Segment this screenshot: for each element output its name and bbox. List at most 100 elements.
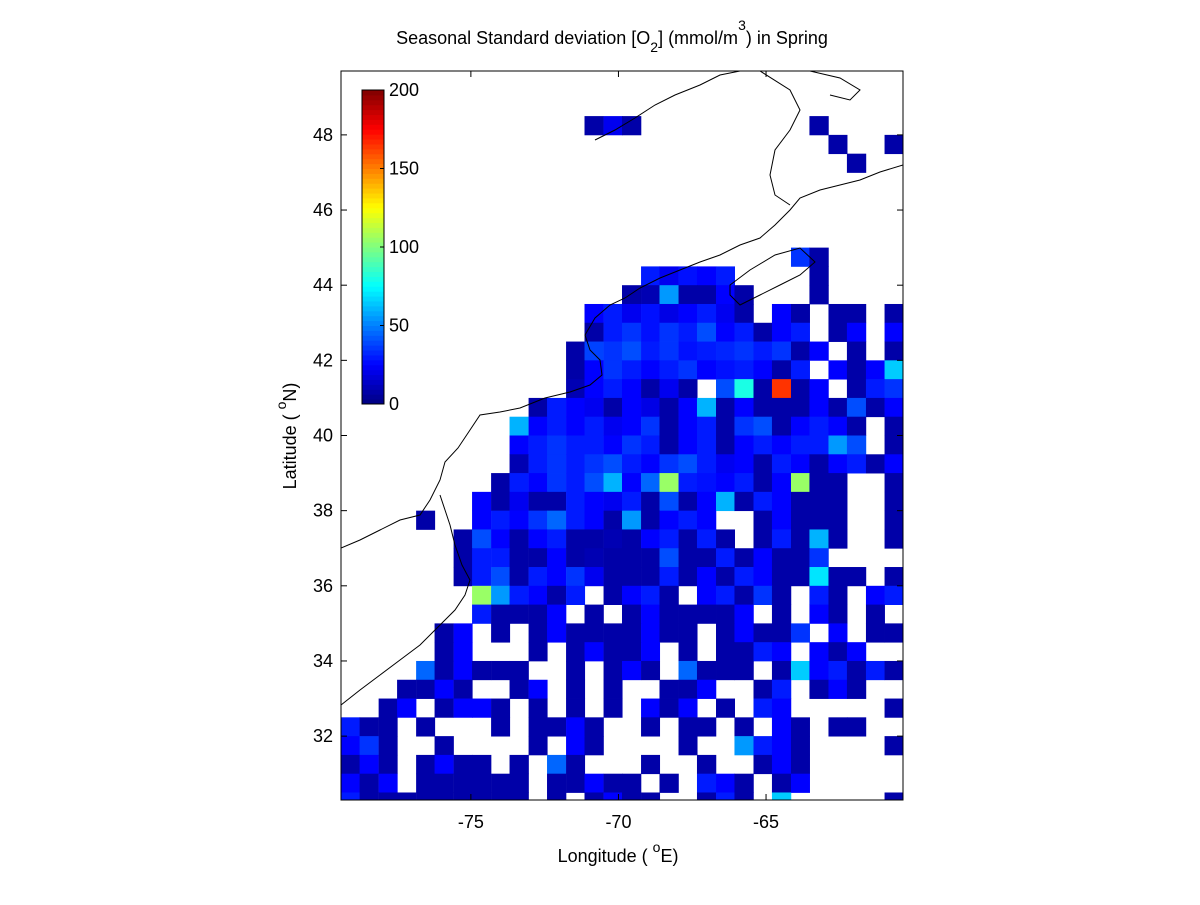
colorbar-swatch xyxy=(362,310,384,317)
cell xyxy=(809,529,829,549)
cell xyxy=(734,642,754,662)
cell xyxy=(734,322,754,342)
cell xyxy=(641,548,661,568)
cell xyxy=(771,510,792,530)
cell xyxy=(622,285,642,305)
cell xyxy=(734,736,754,756)
cell xyxy=(884,454,903,474)
cell xyxy=(641,623,661,643)
cell xyxy=(491,792,511,800)
cell xyxy=(472,773,492,793)
cell xyxy=(547,491,567,512)
cell xyxy=(547,435,567,455)
ylabel-parts: Latitude ( oN) xyxy=(273,383,300,490)
cell xyxy=(790,491,810,512)
colorbar: 0 50 100 150 200 xyxy=(361,80,419,414)
cell xyxy=(528,623,548,643)
cell xyxy=(678,604,698,624)
cell xyxy=(678,660,698,681)
colorbar-tick-label: 200 xyxy=(389,80,419,100)
cell xyxy=(453,698,473,718)
cell xyxy=(584,116,604,136)
cell xyxy=(453,642,473,662)
cell xyxy=(790,435,810,455)
cell xyxy=(603,698,623,718)
cell xyxy=(416,660,436,681)
cell xyxy=(865,660,885,681)
cell xyxy=(547,623,567,643)
colorbar-swatch xyxy=(362,271,384,277)
cell xyxy=(584,548,604,568)
cell xyxy=(809,510,829,530)
cell xyxy=(865,397,885,418)
cell xyxy=(678,454,698,474)
cell xyxy=(491,473,511,493)
cell xyxy=(678,379,698,399)
cell xyxy=(509,773,529,793)
cell xyxy=(547,717,567,737)
cell xyxy=(603,491,623,512)
cell xyxy=(472,792,492,800)
cell xyxy=(771,754,792,775)
cell xyxy=(734,773,754,793)
xlabel-parts: Longitude ( oE) xyxy=(558,839,679,866)
cell xyxy=(641,360,661,380)
cell xyxy=(884,660,903,681)
colorbar-swatch xyxy=(362,163,384,169)
cell xyxy=(528,454,548,474)
cell xyxy=(734,285,754,305)
cell xyxy=(753,679,773,699)
cell xyxy=(678,510,698,530)
cell xyxy=(846,416,867,436)
cell xyxy=(809,567,829,587)
colorbar-swatch xyxy=(362,384,384,390)
cell xyxy=(678,397,698,418)
cell xyxy=(659,322,679,342)
cell xyxy=(547,754,567,775)
cell xyxy=(884,341,903,361)
cell xyxy=(341,773,361,793)
cell xyxy=(566,341,586,361)
cell xyxy=(678,303,698,324)
heatmap xyxy=(341,116,903,800)
cell xyxy=(753,623,773,643)
cell xyxy=(734,379,754,399)
cell xyxy=(416,717,436,737)
cell xyxy=(716,491,736,512)
cell xyxy=(678,717,698,737)
cell xyxy=(641,792,661,800)
cell xyxy=(678,567,698,587)
cell xyxy=(566,698,586,718)
cell xyxy=(378,698,398,718)
cell xyxy=(716,529,736,549)
cell xyxy=(678,679,698,699)
cell xyxy=(828,585,848,605)
colorbar-swatch xyxy=(362,242,384,248)
cell xyxy=(753,341,773,361)
cell xyxy=(341,754,361,775)
cell xyxy=(622,303,642,324)
colorbar-swatch xyxy=(362,330,384,336)
cell xyxy=(696,792,717,800)
colorbar-swatch xyxy=(362,168,384,174)
cell xyxy=(472,529,492,549)
cell xyxy=(734,303,754,324)
cell xyxy=(528,548,548,568)
colorbar-swatch xyxy=(362,350,384,356)
cell xyxy=(771,736,792,756)
cell xyxy=(584,736,604,756)
cell xyxy=(641,529,661,549)
cell xyxy=(603,435,623,455)
cell xyxy=(884,529,903,549)
title-parts: Seasonal Standard deviation [O2] (mmol/m… xyxy=(396,17,828,55)
cell xyxy=(491,773,511,793)
cell xyxy=(828,604,848,624)
cell xyxy=(659,773,679,793)
cell xyxy=(509,679,529,699)
cell xyxy=(696,341,717,361)
cell xyxy=(603,660,623,681)
cell xyxy=(809,454,829,474)
cell xyxy=(528,491,548,512)
cell xyxy=(659,491,679,512)
cell xyxy=(416,792,436,800)
